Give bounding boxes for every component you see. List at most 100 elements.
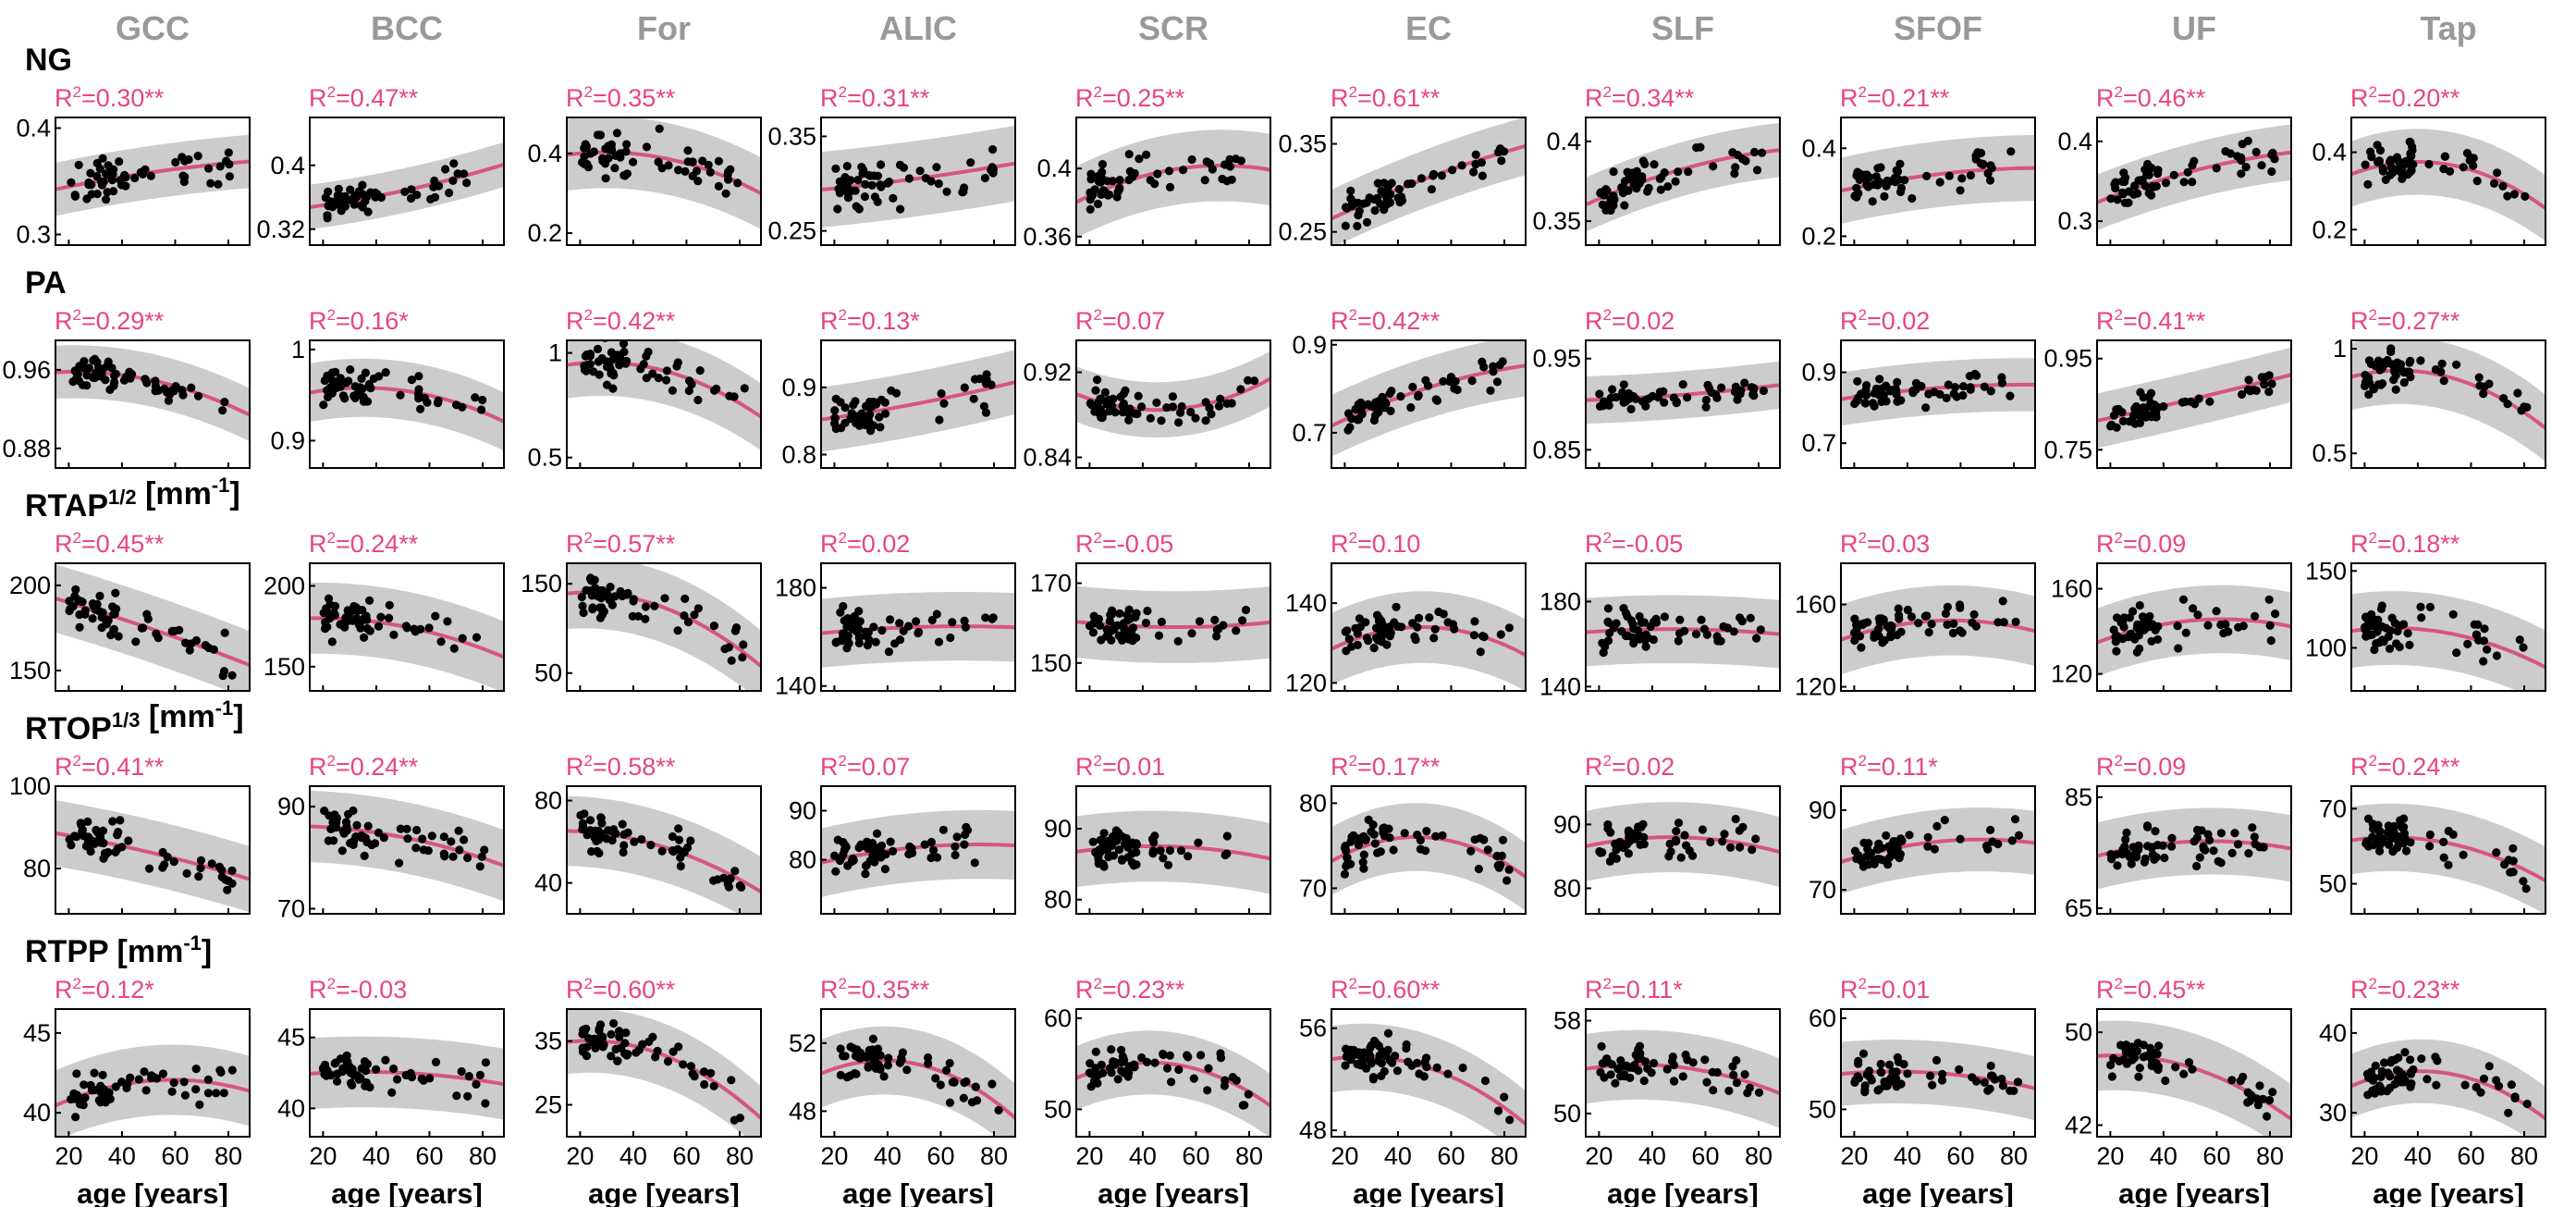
- data-point: [926, 177, 936, 186]
- confidence-band: [821, 809, 1015, 897]
- data-point: [899, 626, 908, 635]
- data-point: [2392, 639, 2401, 648]
- data-point: [960, 383, 969, 392]
- r2-r: R: [1585, 753, 1603, 781]
- plot-area: [55, 134, 250, 216]
- data-point: [194, 872, 203, 881]
- data-point: [1625, 1073, 1635, 1082]
- data-point: [1600, 1073, 1609, 1082]
- data-point: [714, 156, 724, 166]
- data-point: [381, 1055, 390, 1065]
- panel-frame: [566, 562, 762, 692]
- column-title-ec: EC: [1405, 9, 1452, 47]
- data-point: [424, 623, 434, 633]
- data-point: [360, 1057, 370, 1066]
- r2-label: R2=0.02: [1585, 752, 1674, 781]
- row-title-unit-sup: -1: [212, 474, 230, 497]
- data-point: [327, 637, 337, 647]
- data-point: [839, 601, 848, 611]
- data-point: [1102, 845, 1111, 856]
- data-point: [2234, 622, 2243, 632]
- y-tick-label: 0.8: [781, 440, 816, 468]
- data-point: [867, 839, 877, 848]
- r2-label: R2=-0.05: [1075, 529, 1173, 558]
- r2-sup: 2: [1858, 83, 1867, 101]
- data-point: [684, 386, 693, 396]
- data-point: [2174, 644, 2183, 653]
- data-point: [1244, 1090, 1253, 1099]
- row-title-unit-end: ]: [202, 934, 212, 969]
- data-point: [203, 1089, 213, 1098]
- data-point: [1222, 831, 1232, 841]
- data-point: [1731, 163, 1740, 172]
- data-point: [169, 387, 178, 396]
- data-point: [683, 146, 693, 155]
- data-point: [1429, 634, 1439, 643]
- data-point: [619, 841, 629, 850]
- data-point: [2374, 1081, 2385, 1090]
- data-point: [1162, 1064, 1172, 1073]
- data-point: [1851, 1076, 1860, 1085]
- data-point: [585, 360, 595, 369]
- r2-r: R: [1331, 753, 1349, 781]
- y-tick-label: 150: [521, 570, 562, 597]
- data-point: [1201, 398, 1210, 407]
- data-point: [2392, 1065, 2402, 1075]
- data-point: [97, 180, 106, 190]
- data-point: [924, 1053, 933, 1063]
- data-point: [578, 824, 587, 834]
- data-point: [2266, 636, 2275, 646]
- data-point: [1875, 618, 1884, 627]
- data-point: [926, 853, 936, 863]
- panel-frame: [1331, 1008, 1527, 1138]
- r2-value: =-0.05: [1102, 530, 1173, 558]
- y-tick-label: 0.4: [1801, 134, 1836, 162]
- data-point: [1176, 408, 1185, 417]
- x-axis-label: age [years]: [331, 1177, 483, 1207]
- r2-value: =0.07: [1102, 307, 1165, 335]
- data-point: [2508, 868, 2517, 877]
- data-point: [1417, 174, 1426, 183]
- row-title-sup: 1/3: [112, 708, 141, 732]
- y-tick-label: 70: [1809, 876, 1836, 904]
- data-point: [1874, 1085, 1883, 1094]
- data-point: [2236, 1077, 2245, 1086]
- data-point: [1660, 612, 1669, 622]
- data-point: [2161, 179, 2171, 188]
- panel-frame: [820, 117, 1016, 246]
- data-point: [1619, 380, 1628, 389]
- data-point: [1174, 418, 1184, 427]
- data-point: [1972, 371, 1981, 380]
- data-point: [82, 381, 92, 390]
- data-point: [1979, 159, 1988, 168]
- data-point: [871, 637, 880, 647]
- data-point: [724, 643, 734, 652]
- data-point: [607, 835, 617, 845]
- data-point: [333, 1077, 342, 1086]
- data-point: [609, 1018, 619, 1028]
- r2-sup: 2: [1858, 306, 1867, 324]
- data-point: [1385, 833, 1394, 843]
- data-point: [366, 384, 375, 393]
- data-point: [851, 397, 860, 406]
- r2-sup: 2: [584, 975, 593, 992]
- data-point: [1672, 827, 1681, 836]
- data-point: [407, 193, 416, 203]
- x-axis-label: age [years]: [77, 1177, 228, 1207]
- data-point: [1895, 610, 1904, 621]
- data-point: [1086, 175, 1096, 184]
- data-point: [1609, 167, 1618, 177]
- data-point: [2399, 829, 2410, 838]
- data-point: [219, 1089, 228, 1098]
- data-point: [2212, 607, 2221, 616]
- data-point: [1757, 148, 1767, 157]
- r2-label: R2=0.35**: [820, 975, 930, 1004]
- data-point: [2267, 166, 2276, 177]
- data-point: [849, 856, 858, 865]
- data-point: [1345, 423, 1355, 432]
- data-point: [358, 180, 367, 190]
- data-point: [396, 824, 405, 833]
- data-point: [1108, 401, 1117, 411]
- data-point: [455, 845, 464, 855]
